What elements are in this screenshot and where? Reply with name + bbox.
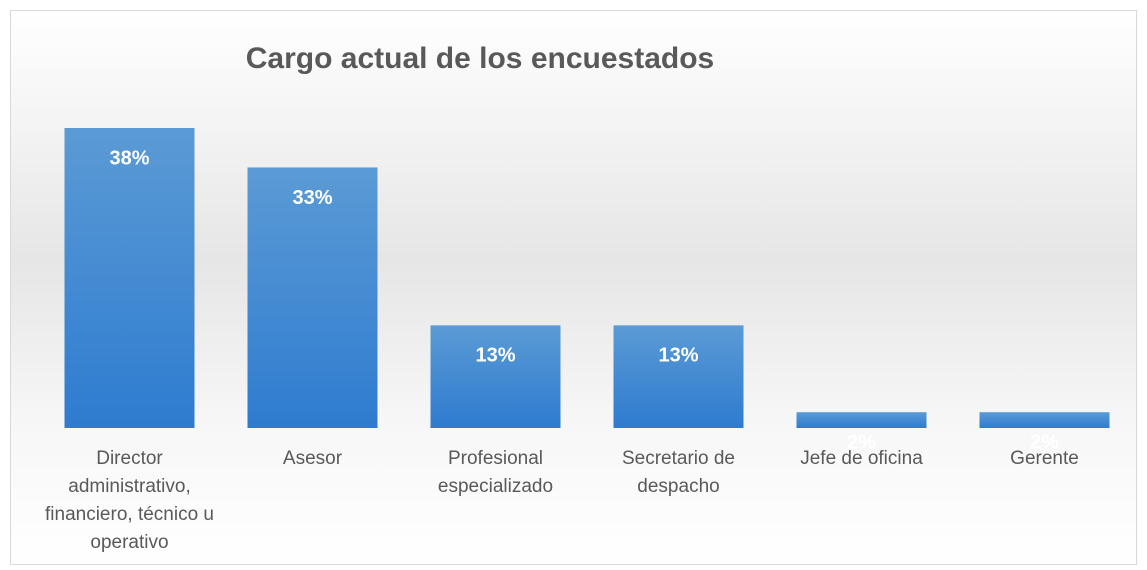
data-label: 33% (292, 187, 332, 209)
data-label: 13% (475, 345, 515, 367)
chart-area (10, 10, 1137, 565)
bar (64, 128, 195, 428)
data-label: 2% (1030, 431, 1059, 453)
data-label: 38% (109, 147, 149, 169)
x-tick-label: Profesional especializado (437, 448, 554, 497)
x-tick-label: Secretario de despacho (621, 448, 735, 497)
chart-title: Cargo actual de los encuestados (246, 42, 714, 75)
x-tick-label: Director administrativo, financiero, téc… (45, 448, 214, 553)
x-tick-label: Jefe de oficina (800, 448, 923, 469)
bar (247, 167, 378, 428)
bar (796, 412, 927, 428)
x-tick-label: Gerente (1010, 448, 1079, 469)
x-tick-label: Asesor (282, 448, 343, 469)
bar (979, 412, 1110, 428)
data-label: 2% (847, 431, 876, 453)
data-label: 13% (658, 345, 698, 367)
bar (613, 325, 744, 428)
bar (430, 325, 561, 428)
